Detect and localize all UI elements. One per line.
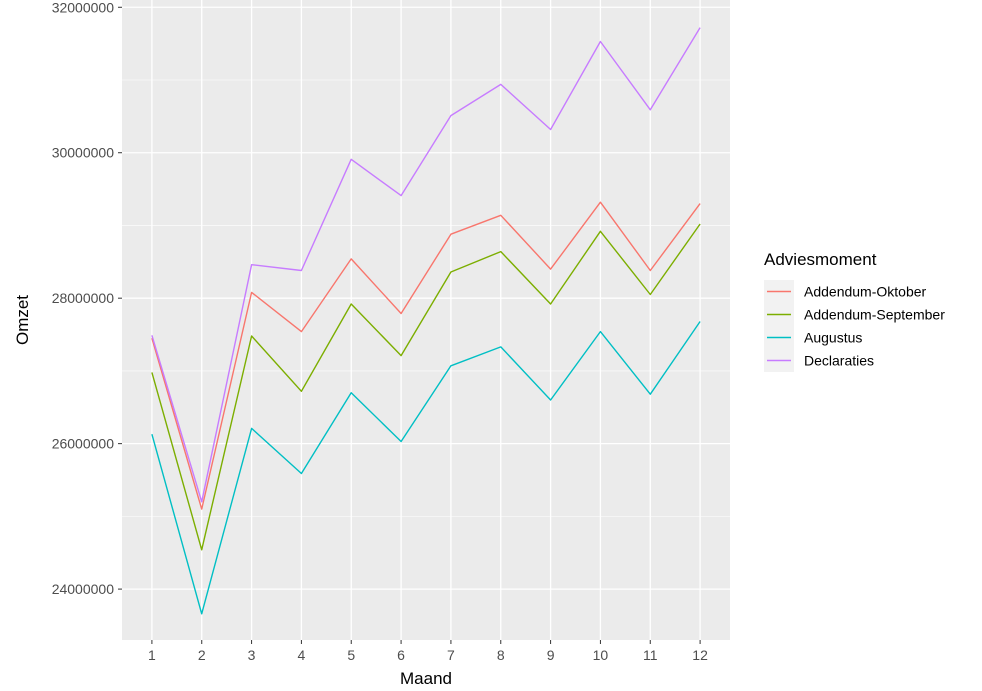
y-tick-label: 26000000 [52,436,115,452]
x-tick-label: 11 [643,647,658,663]
x-tick-label: 5 [347,647,355,663]
series-line-addendum-oktober [151,201,701,510]
y-tick-label: 30000000 [52,145,115,161]
legend-label: Augustus [804,330,862,346]
x-tick-label: 12 [692,647,708,663]
legend-label: Addendum-Oktober [804,284,927,300]
y-tick-label: 28000000 [52,290,115,306]
x-tick-label: 6 [397,647,405,663]
x-axis: 1 2 3 4 5 6 7 8 9 10 11 12 [148,640,708,663]
series-line-declaraties [151,27,701,503]
major-gridlines [122,0,730,640]
x-tick-label: 4 [298,647,306,663]
legend-label: Addendum-September [804,307,945,323]
y-tick-label: 32000000 [52,0,115,15]
series-line-augustus [151,321,701,615]
y-axis-title: Omzet [13,295,32,345]
x-tick-label: 8 [497,647,505,663]
x-tick-label: 9 [547,647,555,663]
series-lines [151,27,701,615]
legend-items: Addendum-Oktober Addendum-September August… [764,280,945,372]
legend: Adviesmoment Addendum-Oktober Addendum-Se… [764,250,945,372]
x-tick-label: 1 [148,647,156,663]
x-tick-label: 10 [593,647,609,663]
series-line-addendum-september [151,223,701,551]
y-tick-label: 24000000 [52,581,115,597]
x-tick-label: 2 [198,647,206,663]
x-tick-label: 7 [447,647,455,663]
plot-panel [122,0,730,640]
y-axis: 24000000 26000000 28000000 30000000 32000000 [52,0,122,597]
x-tick-label: 3 [248,647,256,663]
legend-title: Adviesmoment [764,250,877,269]
x-axis-title: Maand [400,669,452,688]
legend-label: Declaraties [804,353,874,369]
